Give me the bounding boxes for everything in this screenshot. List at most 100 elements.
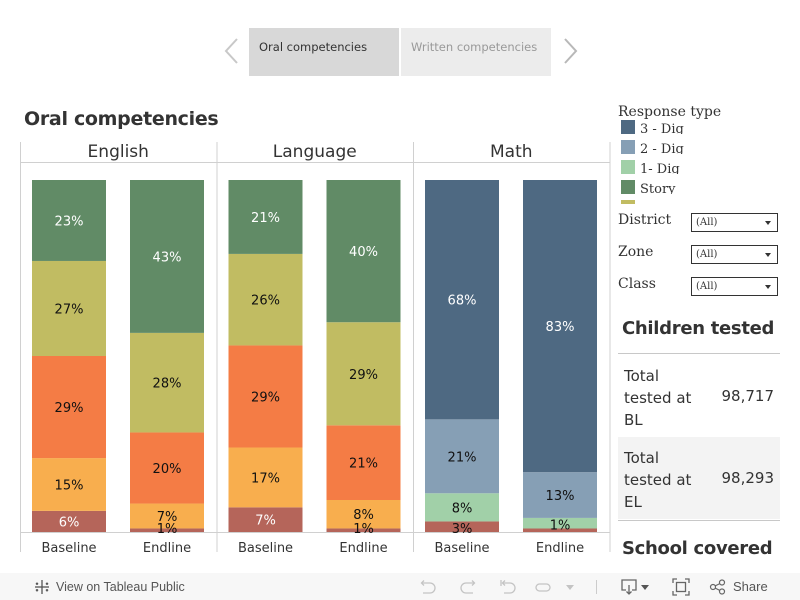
revert-button[interactable] [498, 573, 518, 600]
school-covered-title: School covered [622, 538, 773, 556]
legend: 3 - Dig 2 - Dig 1- Dig Story [618, 120, 718, 204]
divider [618, 353, 780, 354]
bar-segment [130, 503, 204, 529]
tab-written-competencies[interactable]: Written competencies [401, 28, 551, 76]
bar-label: 43% [153, 250, 182, 265]
bar-label: 13% [546, 489, 575, 504]
bar-segment [326, 500, 401, 529]
bar-label: 21% [251, 211, 280, 226]
bar-label: 68% [448, 294, 477, 309]
bar-label: 23% [55, 214, 84, 229]
bar-segment [326, 528, 401, 532]
children-tested-title: Children tested [622, 318, 775, 339]
legend-item[interactable]: 2 - Dig [618, 140, 718, 160]
bar-label: 15% [55, 478, 84, 493]
summary-label: Total tested at BL [624, 367, 692, 429]
caret-down-icon [566, 584, 574, 590]
summary-row: Total tested at EL 98,293 [618, 437, 780, 519]
legend-item[interactable]: Story [618, 180, 718, 200]
caret-down-icon [641, 584, 649, 590]
bar-segment [130, 432, 204, 504]
legend-item[interactable] [618, 200, 718, 204]
summary-value: 98,293 [721, 469, 775, 487]
redo-button[interactable] [458, 573, 478, 600]
bar-segment [130, 528, 204, 532]
fullscreen-button[interactable] [672, 573, 690, 600]
revert-icon [500, 579, 516, 594]
summary-row: Total tested at BL 98,717 [618, 355, 780, 437]
tab-oral-competencies[interactable]: Oral competencies [249, 28, 399, 76]
legend-label: 2 - Dig [640, 142, 684, 154]
next-arrow-icon[interactable] [560, 36, 580, 66]
bar-label: 6% [59, 515, 80, 530]
view-on-tableau-label: View on Tableau Public [56, 579, 185, 594]
bar-segment [228, 345, 303, 448]
bar-label: 28% [153, 377, 182, 392]
bar-segment [523, 517, 597, 529]
legend-swatch [621, 140, 635, 154]
district-filter-label: District [618, 212, 672, 228]
download-button[interactable] [620, 573, 650, 600]
category-label: Baseline [238, 541, 293, 556]
bar-segment [32, 510, 106, 532]
refresh-button[interactable] [534, 573, 554, 600]
refresh-icon [535, 582, 551, 592]
panel-header: English [88, 142, 149, 162]
district-filter-select[interactable]: (All) [691, 213, 778, 232]
undo-button[interactable] [418, 573, 438, 600]
chevron-down-icon [765, 253, 771, 257]
bar-segment [32, 260, 106, 356]
zone-filter-label: Zone [618, 244, 654, 260]
zone-filter-select[interactable]: (All) [691, 245, 778, 264]
bar-segment [425, 180, 499, 420]
zone-filter-value: (All) [696, 249, 718, 260]
bar-segment [228, 507, 303, 532]
bar-label: 17% [251, 471, 280, 486]
bar-segment [326, 180, 401, 323]
bar-label: 40% [349, 245, 378, 260]
legend-swatch [621, 120, 635, 134]
legend-item[interactable]: 3 - Dig [618, 120, 718, 140]
toolbar-separator [596, 580, 597, 594]
bar-label: 29% [251, 390, 280, 405]
bar-label: 21% [448, 450, 477, 465]
share-icon [709, 578, 726, 595]
bar-segment [32, 458, 106, 511]
bottom-toolbar: View on Tableau Public [0, 573, 800, 600]
bar-label: 21% [349, 457, 378, 472]
bar-label: 1% [353, 522, 374, 537]
divider [618, 520, 780, 521]
summary-value: 98,717 [721, 387, 775, 405]
class-filter-select[interactable]: (All) [691, 277, 778, 296]
bar-segment [425, 493, 499, 522]
redo-icon [460, 579, 476, 594]
download-icon [621, 578, 637, 595]
share-button[interactable]: Share [709, 573, 768, 600]
refresh-dropdown[interactable] [565, 573, 575, 600]
bar-segment [32, 180, 106, 261]
chevron-down-icon [765, 285, 771, 289]
bar-label: 27% [55, 302, 84, 317]
bar-segment [425, 419, 499, 494]
class-filter-value: (All) [696, 281, 718, 292]
bar-segment [228, 253, 303, 346]
page-title: Oral competencies [24, 108, 219, 130]
legend-item[interactable]: 1- Dig [618, 160, 718, 180]
bar-label: 83% [546, 320, 575, 335]
previous-arrow-icon[interactable] [222, 36, 242, 66]
legend-swatch [621, 200, 635, 204]
share-label: Share [733, 579, 768, 594]
view-on-tableau-link[interactable]: View on Tableau Public [33, 573, 185, 600]
category-label: Baseline [41, 541, 96, 556]
bar-label: 29% [55, 401, 84, 416]
tableau-logo-icon [35, 579, 49, 594]
bar-segment [32, 356, 106, 459]
bar-segment [523, 180, 597, 473]
category-label: Baseline [434, 541, 489, 556]
legend-title: Response type [618, 104, 722, 120]
bar-segment [523, 528, 597, 532]
district-filter-value: (All) [696, 217, 718, 228]
legend-label: 1- Dig [640, 162, 680, 174]
category-label: Endline [536, 541, 584, 556]
fullscreen-icon [672, 577, 690, 596]
